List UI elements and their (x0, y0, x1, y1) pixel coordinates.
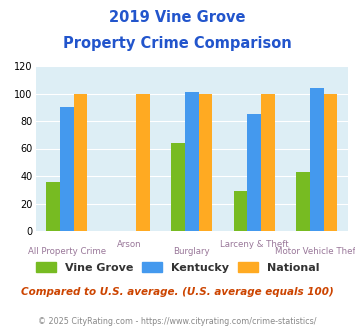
Bar (234, 191, 247, 231)
Bar (60, 107, 73, 231)
Bar (296, 172, 310, 231)
Text: Arson: Arson (117, 240, 142, 249)
Bar (136, 93, 150, 231)
Bar (171, 143, 185, 231)
Text: Larceny & Theft: Larceny & Theft (220, 240, 289, 249)
Bar (46, 182, 60, 231)
Bar (247, 114, 261, 231)
Bar (261, 93, 275, 231)
Bar (323, 93, 337, 231)
Text: Motor Vehicle Theft: Motor Vehicle Theft (275, 248, 355, 256)
Text: Property Crime Comparison: Property Crime Comparison (63, 36, 292, 51)
Bar (185, 92, 198, 231)
Text: Burglary: Burglary (173, 248, 210, 256)
Text: © 2025 CityRating.com - https://www.cityrating.com/crime-statistics/: © 2025 CityRating.com - https://www.city… (38, 317, 317, 326)
Text: All Property Crime: All Property Crime (28, 248, 106, 256)
Text: Compared to U.S. average. (U.S. average equals 100): Compared to U.S. average. (U.S. average … (21, 287, 334, 297)
Bar (198, 93, 212, 231)
Text: 2019 Vine Grove: 2019 Vine Grove (109, 10, 246, 25)
Bar (73, 93, 87, 231)
Bar (310, 88, 323, 231)
Legend: Vine Grove, Kentucky, National: Vine Grove, Kentucky, National (31, 258, 324, 278)
